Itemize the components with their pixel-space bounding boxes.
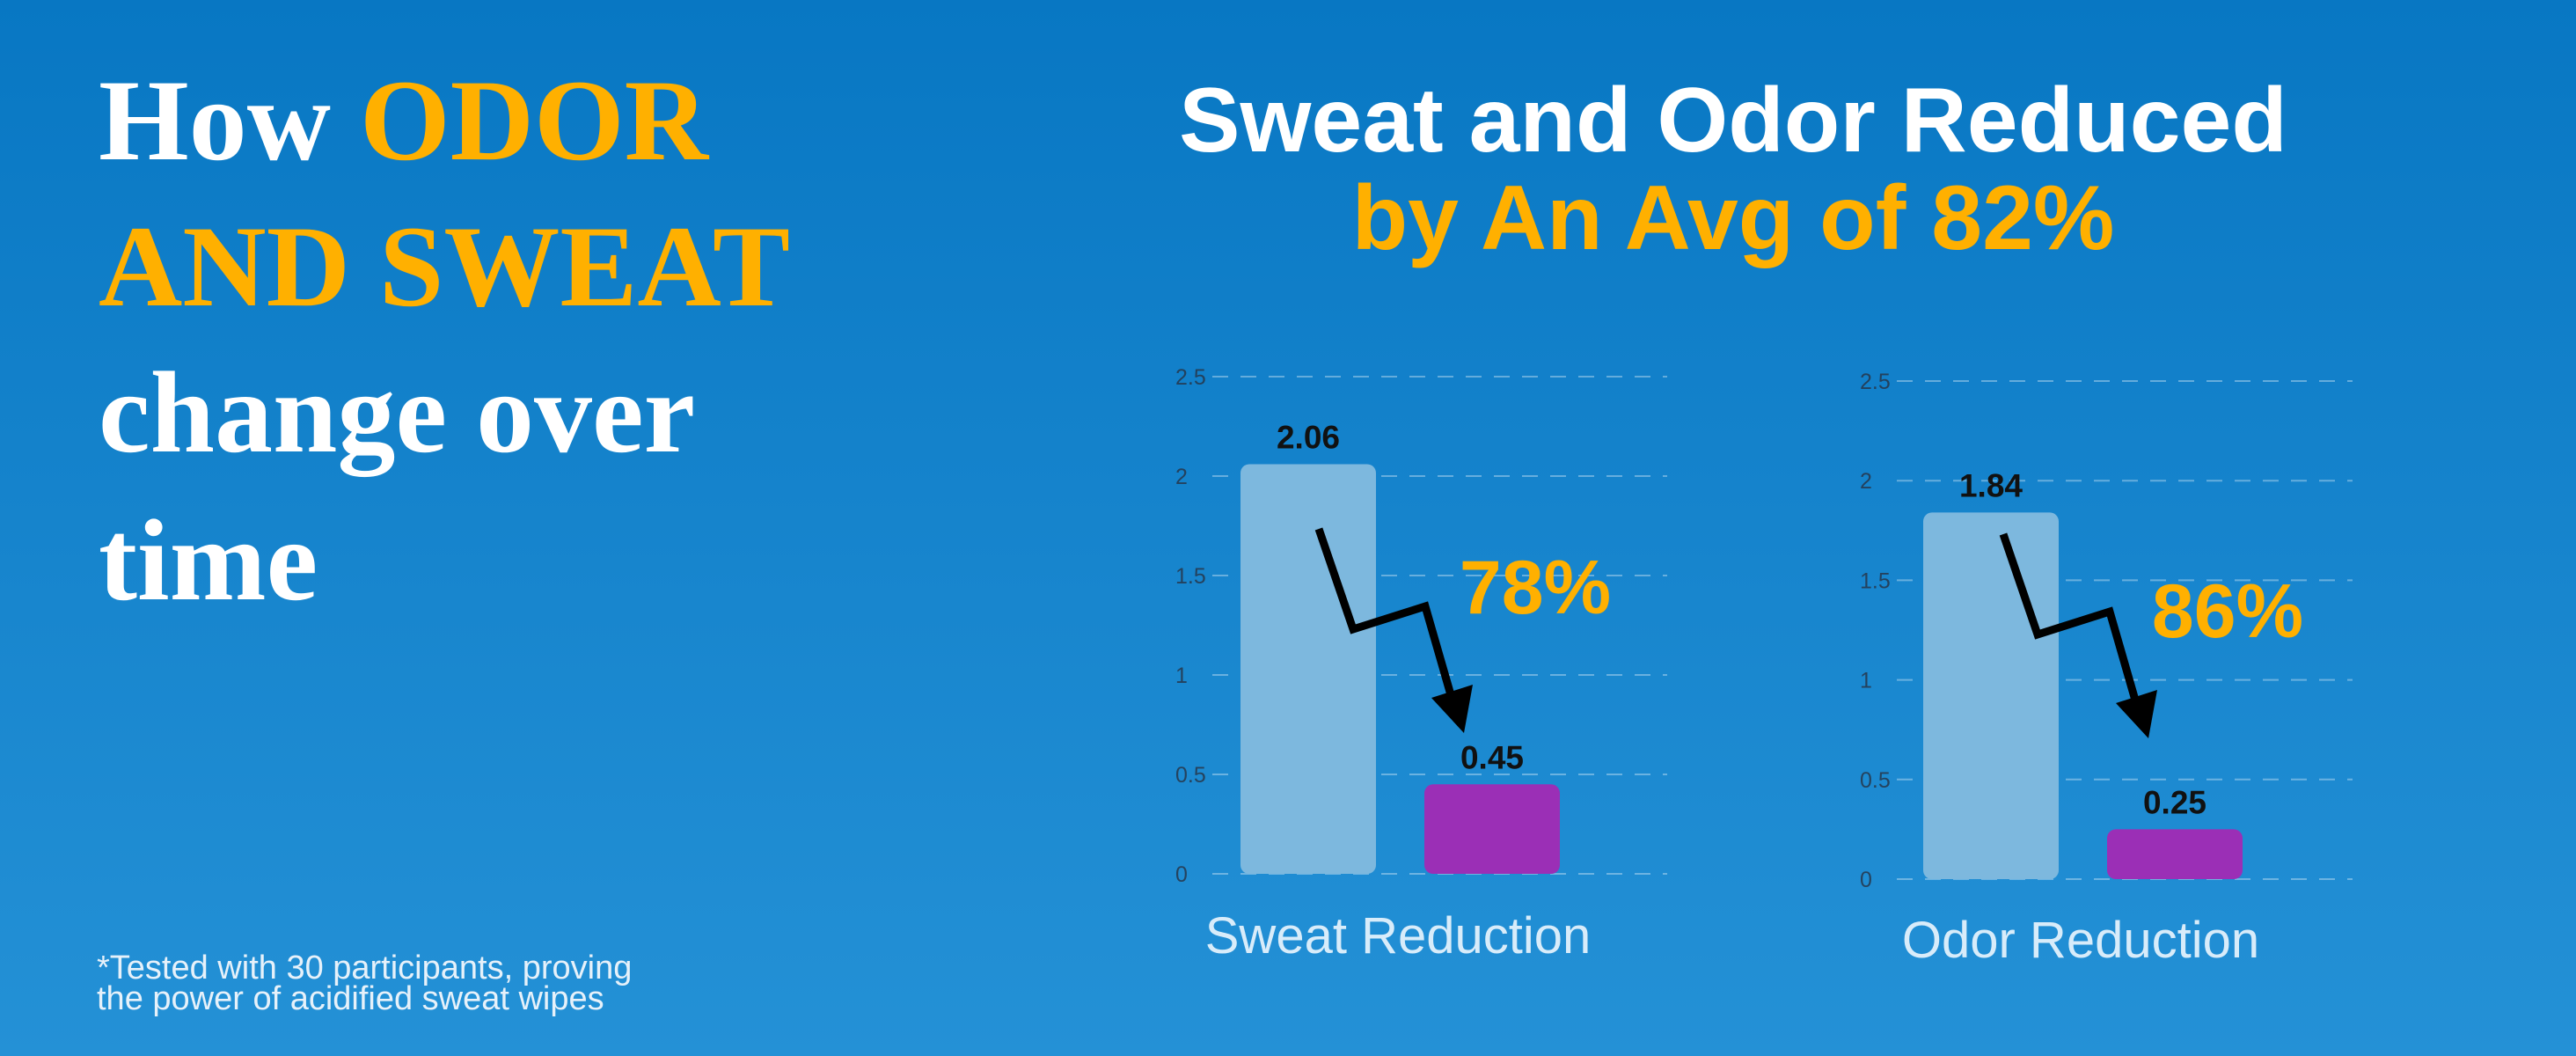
bar xyxy=(1240,464,1376,874)
y-tick-label: 1 xyxy=(1175,664,1188,688)
bar xyxy=(1923,512,2059,879)
y-tick-label: 2 xyxy=(1175,465,1188,489)
headline-text: time xyxy=(99,495,318,625)
footnote: *Tested with 30 participants, proving xyxy=(97,950,632,986)
value-label: 0.45 xyxy=(1460,739,1524,775)
bar xyxy=(1424,784,1560,874)
y-tick-label: 0.5 xyxy=(1860,768,1891,793)
x-axis-label: Odor Reduction xyxy=(1902,912,2259,969)
chart-heading-highlight: by An Avg of 82% xyxy=(1352,167,2115,269)
y-tick-label: 1.5 xyxy=(1175,564,1206,589)
y-tick-label: 2.5 xyxy=(1175,365,1206,390)
y-tick-label: 1 xyxy=(1860,669,1872,693)
arrow xyxy=(1314,527,1460,712)
y-tick-label: 0 xyxy=(1860,868,1872,892)
headline: How ODOR xyxy=(99,55,710,185)
y-tick-label: 0.5 xyxy=(1175,763,1206,788)
annotation: 86% xyxy=(2152,569,2303,654)
arrowhead xyxy=(2116,690,2157,738)
y-tick-label: 1.5 xyxy=(1860,568,1891,593)
footnote: the power of acidified sweat wipes xyxy=(97,980,604,1017)
bar xyxy=(2107,829,2243,879)
headline-highlight: ODOR xyxy=(360,55,710,185)
headline-text: change over xyxy=(99,348,695,477)
chart-heading: Sweat and Odor Reduced xyxy=(1179,70,2287,172)
y-tick-label: 2.5 xyxy=(1860,370,1891,394)
x-axis-label: Sweat Reduction xyxy=(1205,907,1591,964)
value-label: 0.25 xyxy=(2143,784,2206,820)
headline-highlight: AND SWEAT xyxy=(99,202,790,331)
annotation: 78% xyxy=(1460,546,1611,630)
arrow xyxy=(1999,532,2144,717)
headline-text: How xyxy=(99,55,331,185)
arrowhead xyxy=(1431,685,1473,733)
value-label: 2.06 xyxy=(1277,419,1340,455)
y-tick-label: 2 xyxy=(1860,469,1872,494)
y-tick-label: 0 xyxy=(1175,862,1188,887)
value-label: 1.84 xyxy=(1959,467,2023,503)
